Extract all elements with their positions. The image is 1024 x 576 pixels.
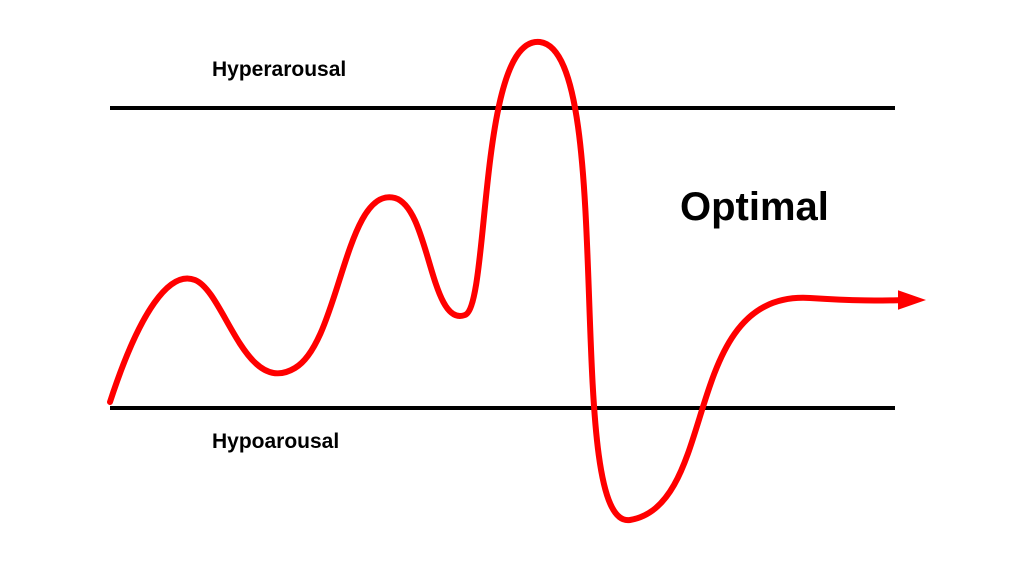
arrowhead-icon (898, 290, 926, 310)
optimal-label: Optimal (680, 185, 829, 230)
hypoarousal-label: Hypoarousal (212, 430, 339, 454)
arousal-window-diagram: Hyperarousal Hypoarousal Optimal (0, 0, 1024, 576)
hyperarousal-label: Hyperarousal (212, 58, 346, 82)
diagram-svg (0, 0, 1024, 576)
